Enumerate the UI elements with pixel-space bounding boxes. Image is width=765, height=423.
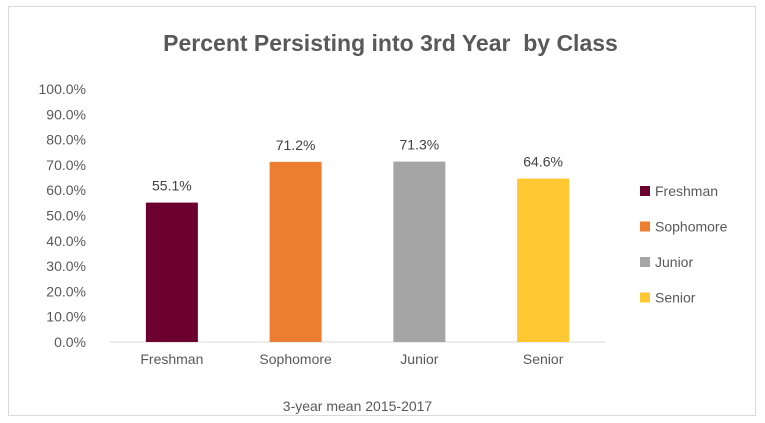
bar-freshman bbox=[145, 202, 198, 342]
x-tick-label: Junior bbox=[400, 351, 438, 367]
chart-title: Percent Persisting into 3rd Year by Clas… bbox=[163, 30, 618, 56]
x-axis-label: 3-year mean 2015-2017 bbox=[283, 398, 433, 414]
bar-senior bbox=[517, 178, 570, 342]
data-label: 55.1% bbox=[152, 178, 192, 194]
data-label: 64.6% bbox=[523, 154, 563, 170]
bar-junior bbox=[393, 161, 446, 342]
x-tick-label: Freshman bbox=[140, 351, 203, 367]
bar-sophomore bbox=[269, 161, 322, 342]
legend-label: Sophomore bbox=[655, 219, 728, 235]
legend-swatch bbox=[640, 186, 650, 196]
y-tick-label: 0.0% bbox=[54, 334, 86, 350]
legend-swatch bbox=[640, 221, 650, 232]
y-tick-label: 100.0% bbox=[39, 81, 86, 97]
y-tick-label: 50.0% bbox=[46, 208, 86, 224]
data-label: 71.2% bbox=[276, 137, 316, 153]
y-tick-label: 30.0% bbox=[46, 258, 86, 274]
legend-swatch bbox=[640, 257, 650, 267]
y-tick-label: 60.0% bbox=[46, 182, 86, 198]
x-tick-label: Senior bbox=[523, 351, 564, 367]
y-tick-label: 20.0% bbox=[46, 283, 86, 299]
legend-label: Senior bbox=[655, 290, 696, 306]
y-tick-label: 90.0% bbox=[46, 106, 86, 122]
y-tick-label: 40.0% bbox=[46, 233, 86, 249]
legend-label: Freshman bbox=[655, 183, 718, 199]
data-label: 71.3% bbox=[400, 137, 440, 153]
y-tick-label: 10.0% bbox=[46, 309, 86, 325]
legend-swatch bbox=[640, 292, 650, 303]
legend-label: Junior bbox=[655, 254, 693, 270]
y-tick-label: 80.0% bbox=[46, 132, 86, 148]
chart-frame bbox=[8, 6, 756, 416]
x-tick-label: Sophomore bbox=[259, 351, 332, 367]
y-tick-label: 70.0% bbox=[46, 157, 86, 173]
